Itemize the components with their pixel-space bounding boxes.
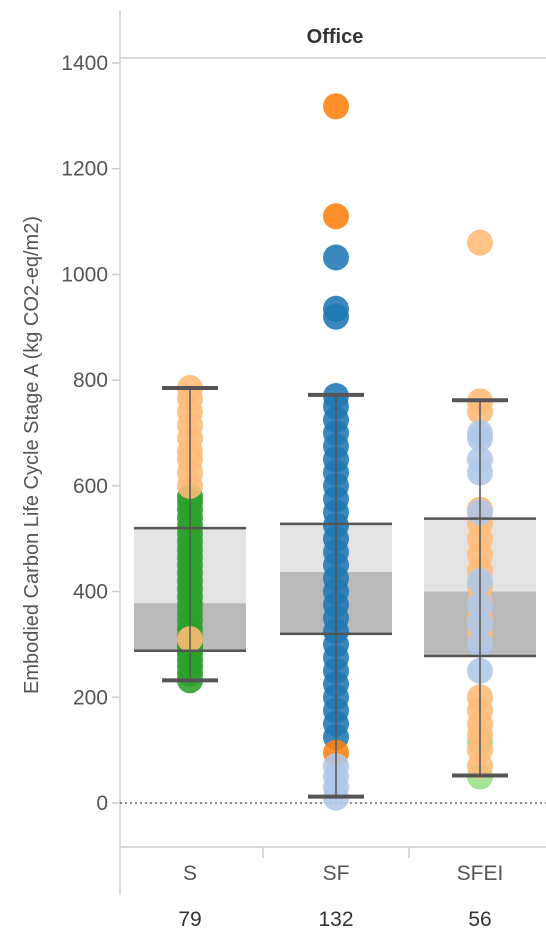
category-label: SF — [323, 862, 350, 885]
category-labels: S 79 SF 132 SFEI 56 — [178, 847, 503, 931]
data-point-SF — [323, 203, 349, 230]
y-axis-label: Embodied Carbon Life Cycle Stage A (kg C… — [21, 216, 43, 694]
data-point-SF — [323, 93, 349, 120]
y-tick-label: 800 — [73, 369, 108, 392]
whisker-layer — [134, 386, 536, 799]
data-point-SF — [323, 295, 349, 322]
data-point-SFEI — [467, 229, 493, 256]
y-tick-label: 600 — [73, 475, 108, 498]
points-layer — [177, 93, 493, 811]
y-tick-label: 1200 — [61, 158, 108, 181]
category-count: 79 — [178, 908, 201, 931]
y-tick-label: 400 — [73, 581, 108, 604]
panel-title: Office — [307, 26, 364, 48]
category-label: SFEI — [457, 862, 504, 885]
category-label: S — [183, 862, 197, 885]
category-count: 132 — [318, 908, 353, 931]
y-tick-label: 200 — [73, 686, 108, 709]
y-tick-label: 0 — [96, 792, 108, 815]
y-tick-label: 1000 — [61, 263, 108, 286]
box-layer — [134, 518, 536, 657]
y-tick-label: 1400 — [61, 52, 108, 75]
data-point-SF — [323, 244, 349, 271]
category-count: 56 — [468, 908, 491, 931]
y-axis-ticks: 0 200 400 600 800 1000 1200 1400 — [61, 52, 546, 815]
